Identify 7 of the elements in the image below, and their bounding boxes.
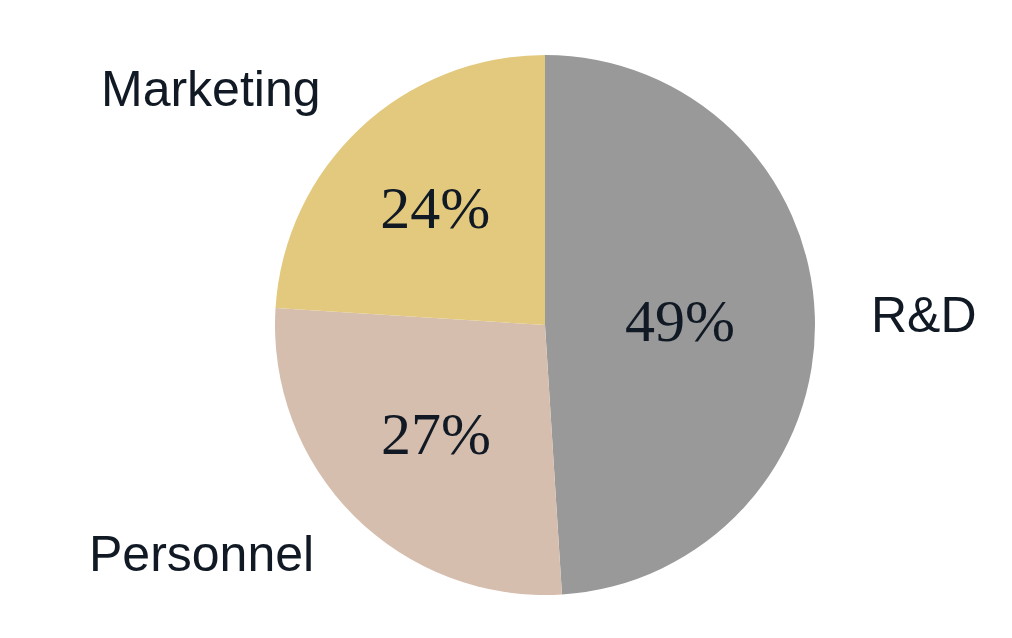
data-label: 49% [624,287,735,354]
slice-label: R&D [871,287,977,343]
data-label: 24% [380,175,491,242]
slice-label: Personnel [89,526,315,582]
slice-label: Marketing [101,61,321,117]
data-label: 27% [380,401,491,468]
pie-slice [545,55,815,595]
